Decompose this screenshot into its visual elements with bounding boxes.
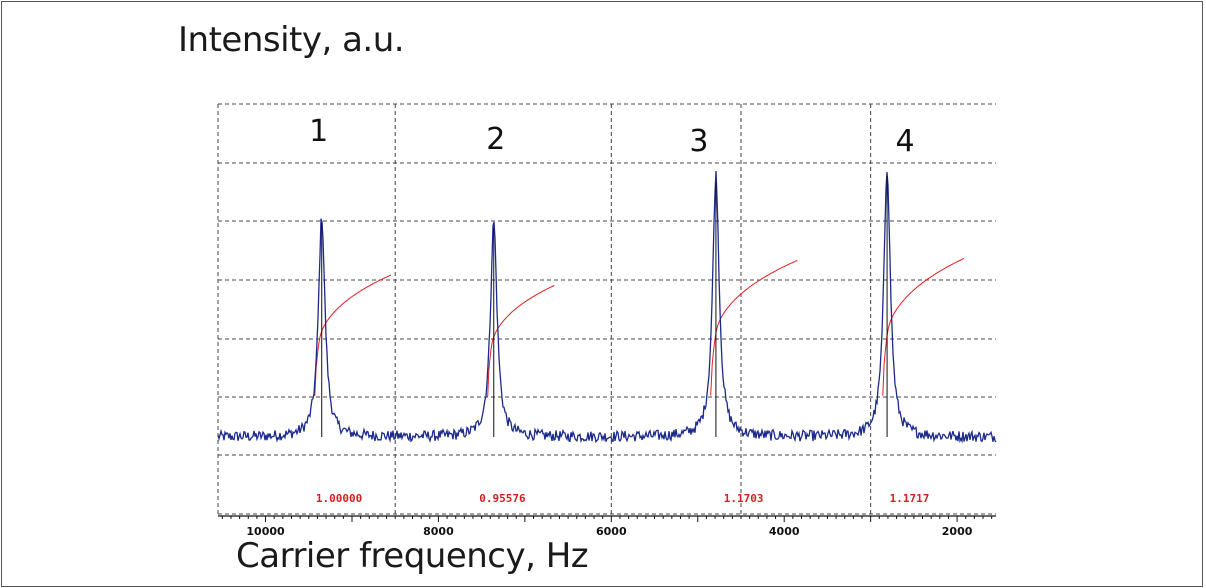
ratio-annotation: 1.1717 <box>890 492 930 505</box>
integral-curve <box>710 260 798 396</box>
annotations: 1 2 3 4 1.00000 0.95576 1.1703 1.1717 <box>309 114 929 505</box>
spectrum-lines <box>217 170 997 444</box>
integral-curve <box>487 285 555 397</box>
integral-curve <box>314 274 392 397</box>
peak-label: 1 <box>309 114 328 149</box>
grid <box>217 103 996 515</box>
peak-label: 2 <box>486 122 505 157</box>
x-axis-label: Carrier frequency, Hz <box>236 536 589 576</box>
integral-curve <box>882 257 965 396</box>
ratio-annotation: 1.00000 <box>316 492 362 505</box>
x-axis: 10000 8000 6000 4000 2000 <box>218 515 996 538</box>
x-tick-label: 2000 <box>942 525 973 538</box>
x-tick-label: 8000 <box>423 525 454 538</box>
peak-label: 3 <box>689 124 708 159</box>
peak-label: 4 <box>896 124 915 159</box>
x-tick-label: 10000 <box>246 525 285 538</box>
x-tick-label: 6000 <box>596 525 627 538</box>
ratio-annotation: 0.95576 <box>479 492 526 505</box>
x-tick-label: 4000 <box>769 525 800 538</box>
y-axis-label: Intensity, a.u. <box>178 20 405 60</box>
integral-curves <box>314 257 965 397</box>
ratio-annotation: 1.1703 <box>724 492 764 505</box>
spectrum-line <box>217 170 997 444</box>
